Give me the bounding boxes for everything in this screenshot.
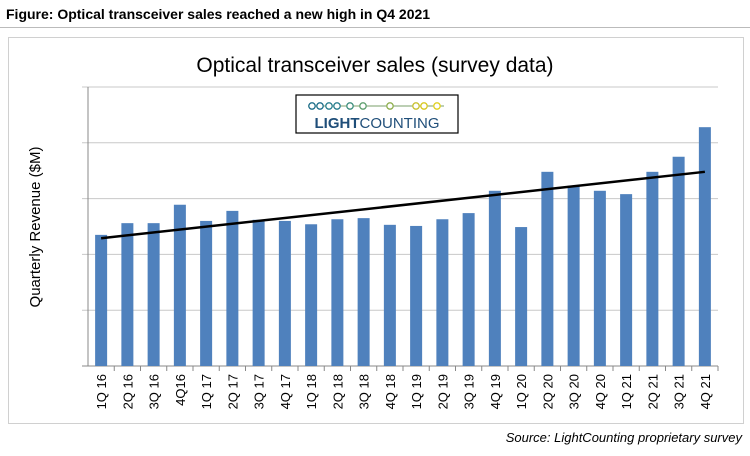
bar-4Q20 — [593, 190, 606, 366]
x-tick-label: 1Q 21 — [619, 374, 634, 409]
lightcounting-logo: LIGHTCOUNTING — [295, 94, 459, 134]
bar-4Q21 — [698, 127, 711, 367]
x-tick-label: 2Q 21 — [645, 374, 660, 409]
bar-4Q17 — [278, 220, 291, 366]
x-tick-label: 3Q 17 — [252, 374, 267, 409]
bar-1Q21 — [620, 194, 633, 366]
y-axis-label: Quarterly Revenue ($M) — [27, 147, 44, 308]
x-tick-label: 1Q 19 — [409, 374, 424, 409]
bar-1Q20 — [515, 227, 528, 366]
x-tick-label: 3Q 21 — [672, 374, 687, 409]
chart-title: Optical transceiver sales (survey data) — [196, 54, 553, 77]
bar-4Q18 — [383, 224, 396, 366]
bar-2Q21 — [646, 171, 659, 366]
bar-3Q17 — [252, 219, 265, 366]
chart-frame — [8, 37, 744, 424]
logo-dot — [433, 102, 441, 110]
x-tick-label: 1Q 16 — [94, 374, 109, 409]
logo-dot — [420, 102, 428, 110]
x-tick-label: 4Q16 — [173, 374, 188, 406]
svg-text:LIGHTCOUNTING: LIGHTCOUNTING — [315, 115, 440, 132]
logo-text-regular: COUNTING — [360, 115, 440, 132]
x-tick-label: 3Q 16 — [147, 374, 162, 409]
logo-dot — [333, 102, 341, 110]
logo-dot — [386, 102, 394, 110]
x-tick-label: 1Q 18 — [304, 374, 319, 409]
logo-dot — [308, 102, 316, 110]
x-tick-label: 2Q 19 — [435, 374, 450, 409]
bar-2Q19 — [436, 219, 449, 366]
bar-1Q16 — [95, 234, 108, 366]
bar-2Q16 — [121, 223, 134, 366]
logo-dot — [346, 102, 354, 110]
x-tick-label: 2Q 16 — [120, 374, 135, 409]
x-tick-label: 4Q 17 — [278, 374, 293, 409]
bar-1Q19 — [410, 225, 423, 366]
bar-2Q20 — [541, 171, 554, 366]
x-tick-label: 2Q 18 — [330, 374, 345, 409]
x-tick-label: 4Q 19 — [488, 374, 503, 409]
bar-3Q19 — [462, 213, 475, 366]
source-note: Source: LightCounting proprietary survey — [505, 430, 742, 445]
logo-dot — [325, 102, 333, 110]
caption-divider — [0, 27, 750, 28]
bar-2Q18 — [331, 219, 344, 366]
x-tick-label: 3Q 19 — [462, 374, 477, 409]
x-tick-label: 3Q 20 — [567, 374, 582, 409]
x-tick-label: 3Q 18 — [357, 374, 372, 409]
logo-text-bold: LIGHT — [315, 115, 360, 132]
bar-3Q21 — [672, 156, 685, 366]
bar-2Q17 — [226, 210, 239, 366]
bar-4Q19 — [488, 190, 501, 366]
bar-1Q17 — [200, 220, 213, 366]
logo-dot — [359, 102, 367, 110]
x-tick-label: 4Q 18 — [383, 374, 398, 409]
x-tick-label: 4Q 21 — [698, 374, 713, 409]
x-tick-label: 2Q 17 — [225, 374, 240, 409]
bar-3Q20 — [567, 185, 580, 366]
bar-4Q16 — [173, 204, 186, 366]
x-tick-label: 2Q 20 — [540, 374, 555, 409]
bar-1Q18 — [305, 224, 318, 366]
x-tick-label: 1Q 20 — [514, 374, 529, 409]
bar-3Q16 — [147, 223, 160, 366]
logo-dot — [316, 102, 324, 110]
x-tick-label: 4Q 20 — [593, 374, 608, 409]
bar-3Q18 — [357, 218, 370, 366]
x-tick-label: 1Q 17 — [199, 374, 214, 409]
trendline — [100, 170, 706, 240]
logo-dot — [412, 102, 420, 110]
figure-caption: Figure: Optical transceiver sales reache… — [6, 6, 431, 22]
